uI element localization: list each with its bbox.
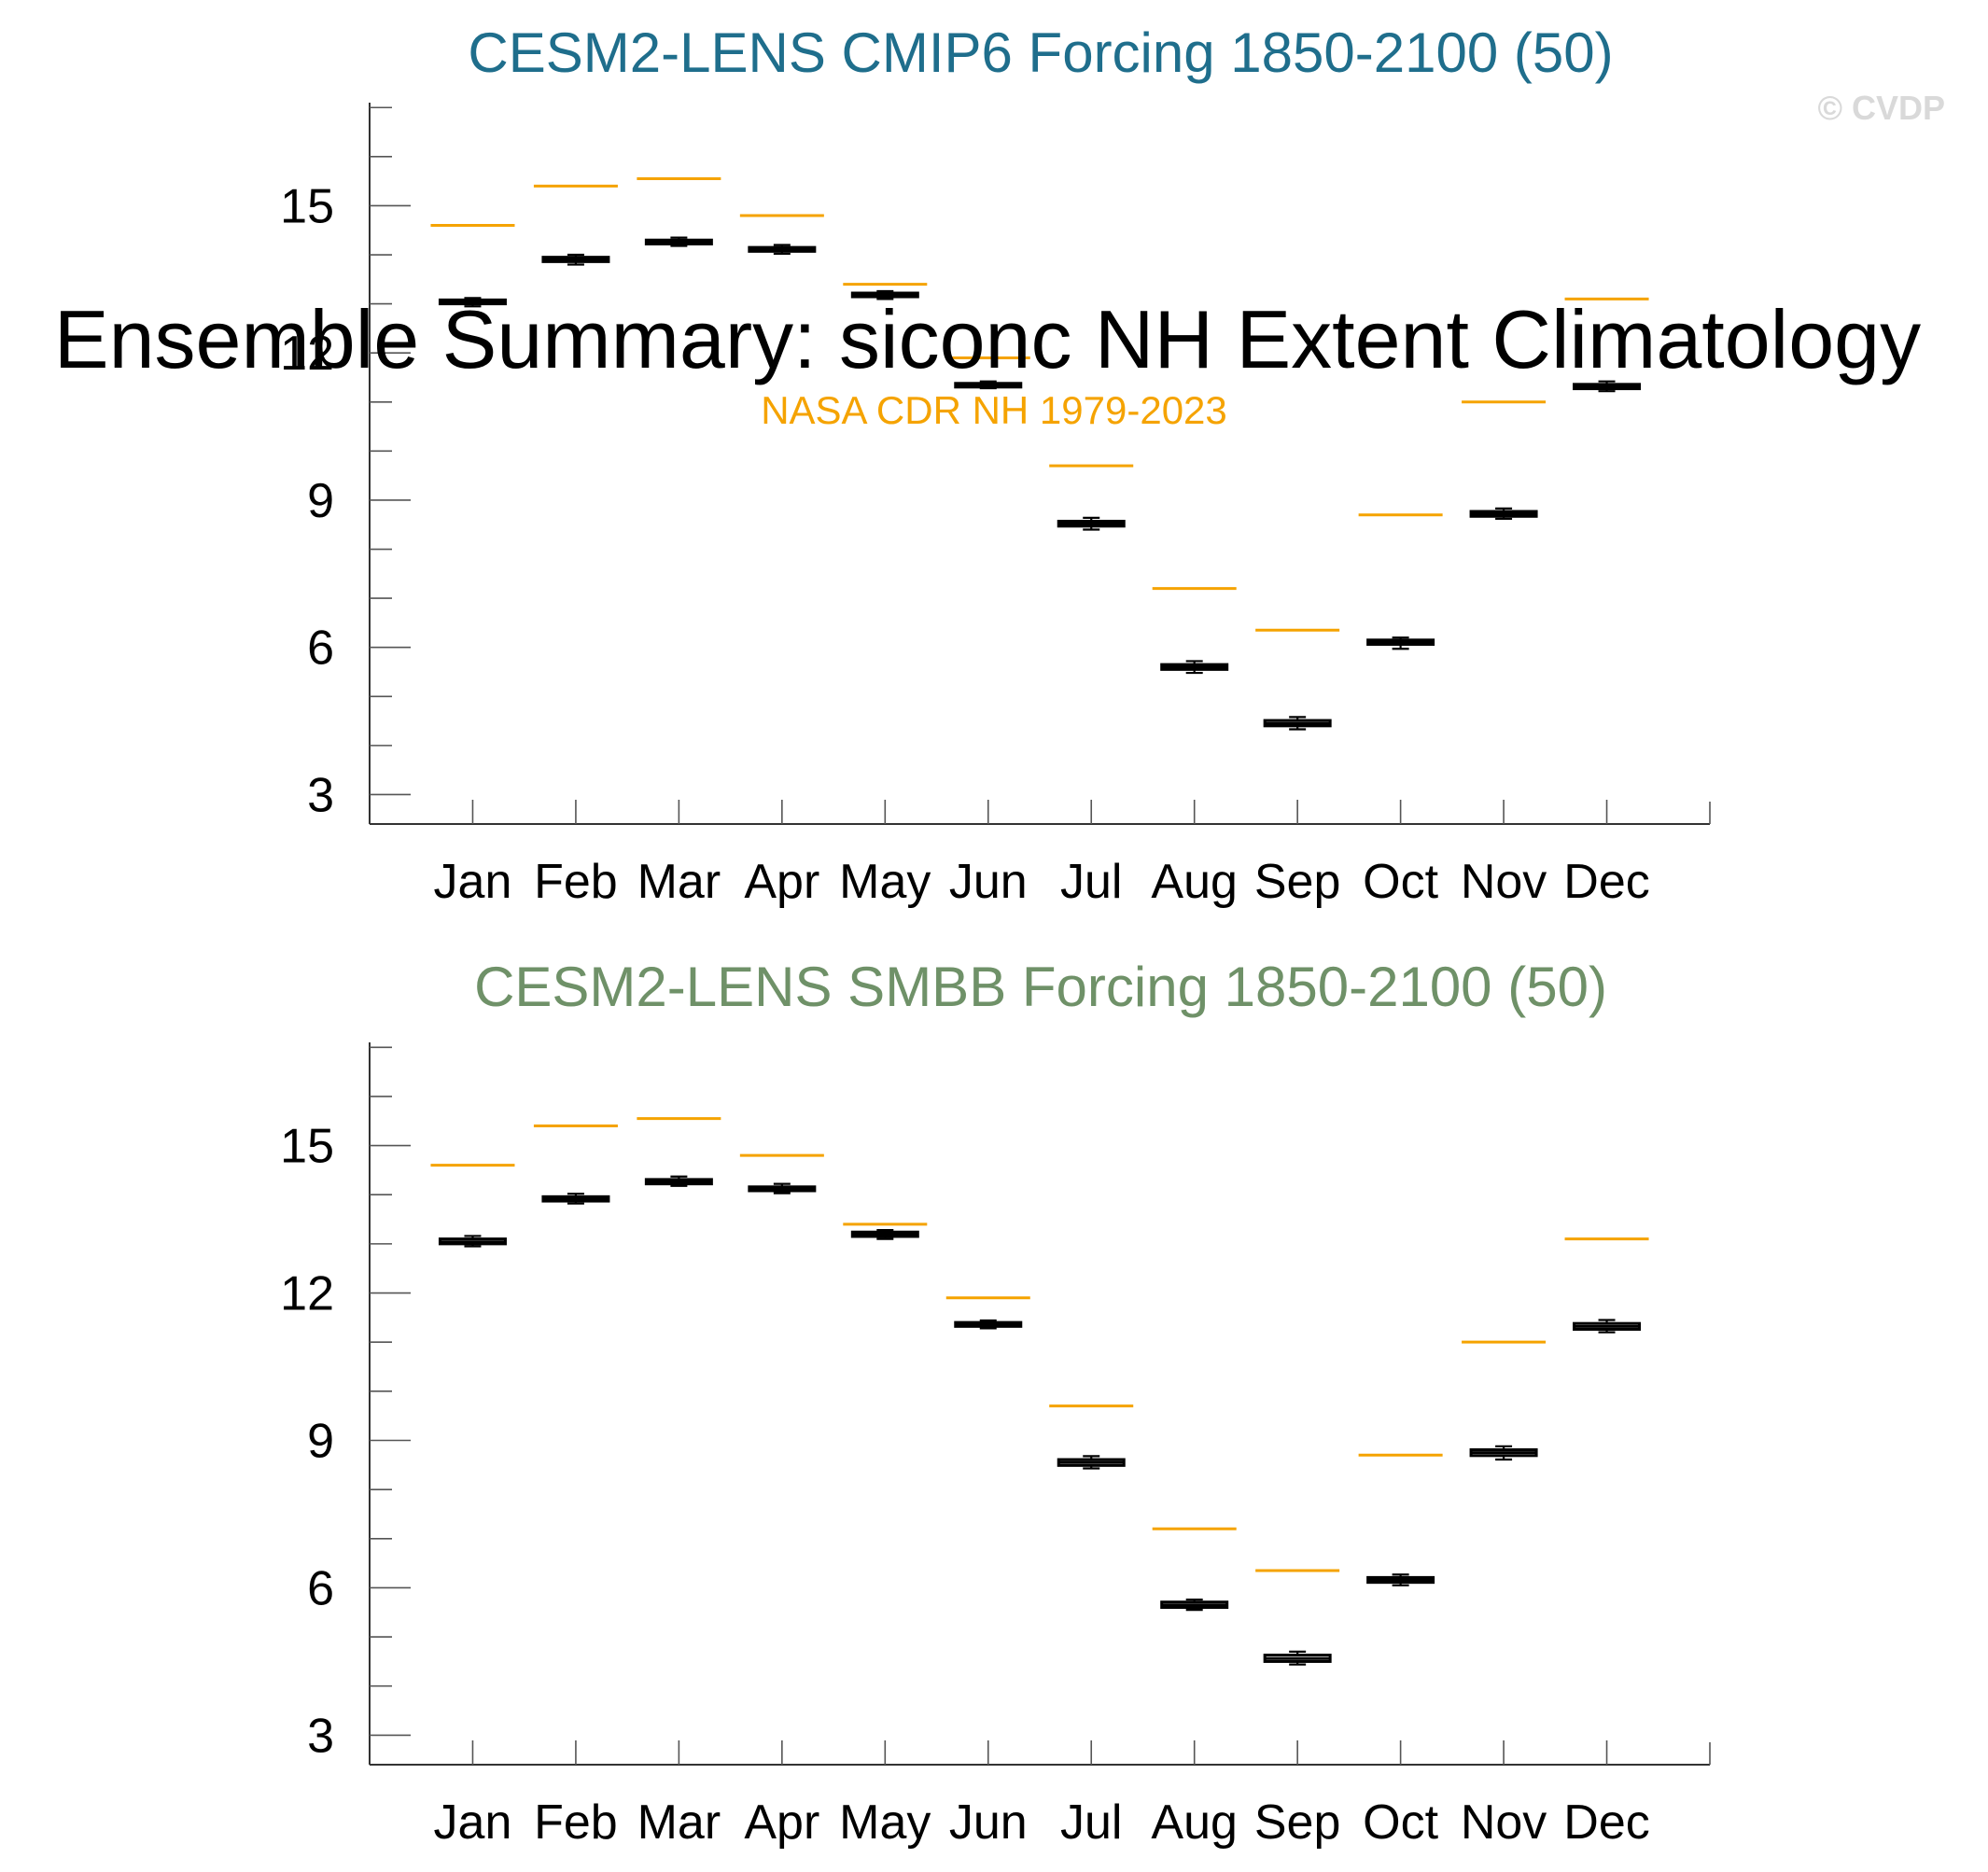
y-tick-label: 3 bbox=[307, 768, 334, 822]
x-tick-label-oct: Oct bbox=[1363, 1795, 1438, 1850]
x-tick-label-jul: Jul bbox=[1060, 1795, 1122, 1850]
x-tick-label-jun: Jun bbox=[949, 855, 1028, 909]
boxplot-apr bbox=[748, 1182, 817, 1194]
x-tick-label-may: May bbox=[839, 855, 931, 909]
panel-title-cmip6: CESM2-LENS CMIP6 Forcing 1850-2100 (50) bbox=[468, 21, 1613, 84]
boxplot-oct bbox=[1366, 1573, 1435, 1586]
boxplot-nov bbox=[1469, 507, 1538, 521]
x-tick-label-jan: Jan bbox=[434, 1795, 512, 1850]
boxplot-sep bbox=[1263, 716, 1332, 731]
x-tick-label-feb: Feb bbox=[534, 855, 618, 909]
figure-main-title: Ensemble Summary: siconc NH Extent Clima… bbox=[54, 293, 1921, 385]
boxplot-mar bbox=[644, 236, 713, 247]
boxplot-jul bbox=[1057, 1455, 1126, 1470]
x-tick-label-dec: Dec bbox=[1563, 855, 1649, 909]
x-tick-label-jun: Jun bbox=[949, 1795, 1028, 1850]
boxplot-aug bbox=[1160, 1598, 1229, 1612]
x-tick-label-mar: Mar bbox=[637, 855, 721, 909]
x-tick-label-sep: Sep bbox=[1254, 855, 1341, 909]
panel-smbb: CESM2-LENS SMBB Forcing 1850-2100 (50) 3… bbox=[280, 956, 1711, 1850]
x-tick-label-sep: Sep bbox=[1254, 1795, 1341, 1850]
x-tick-label-mar: Mar bbox=[637, 1795, 721, 1850]
boxplot-sep bbox=[1263, 1650, 1332, 1666]
boxplot-nov bbox=[1469, 1445, 1538, 1461]
boxplot-may bbox=[850, 289, 919, 300]
boxplot-jun bbox=[954, 380, 1023, 390]
boxplot-jan bbox=[438, 297, 507, 308]
panel-title-smbb: CESM2-LENS SMBB Forcing 1850-2100 (50) bbox=[474, 956, 1607, 1018]
x-tick-label-aug: Aug bbox=[1151, 855, 1238, 909]
x-tick-label-may: May bbox=[839, 1795, 931, 1850]
y-tick-label: 6 bbox=[307, 622, 334, 676]
boxplot-apr bbox=[748, 244, 817, 256]
boxplot-jan bbox=[438, 1235, 507, 1248]
boxplot-dec bbox=[1573, 1319, 1642, 1334]
boxplot-dec bbox=[1573, 380, 1642, 393]
plot-area-smbb: 3 6 9 12 15 Jan Feb Mar Apr May Jun Jul Aug Sep Oct Nov… bbox=[280, 1042, 1711, 1850]
y-tick-label: 9 bbox=[307, 474, 334, 528]
x-tick-label-oct: Oct bbox=[1363, 855, 1438, 909]
x-tick-label-apr: Apr bbox=[744, 855, 819, 909]
x-tick-label-feb: Feb bbox=[534, 1795, 618, 1850]
boxplot-oct bbox=[1366, 636, 1435, 650]
y-tick-label: 15 bbox=[280, 179, 334, 233]
y-tick-label: 12 bbox=[280, 327, 334, 381]
x-tick-label-aug: Aug bbox=[1151, 1795, 1238, 1850]
boxplot-jun bbox=[954, 1319, 1023, 1330]
boxplot-may bbox=[850, 1229, 919, 1240]
boxplot-feb bbox=[541, 253, 610, 266]
boxplot-mar bbox=[644, 1175, 713, 1187]
x-tick-label-jan: Jan bbox=[434, 855, 512, 909]
plot-area-cmip6: 3 6 9 12 15 Jan Feb Mar Apr May Jun Jul Aug Sep Oct Nov… bbox=[280, 103, 1711, 909]
boxplot-jul bbox=[1057, 516, 1126, 531]
x-tick-label-apr: Apr bbox=[744, 1795, 819, 1850]
boxplot-feb bbox=[541, 1193, 610, 1205]
y-tick-label: 6 bbox=[307, 1561, 334, 1615]
x-tick-label-dec: Dec bbox=[1563, 1795, 1649, 1850]
x-tick-label-nov: Nov bbox=[1461, 1795, 1547, 1850]
x-tick-label-nov: Nov bbox=[1461, 855, 1547, 909]
panel-cmip6: CESM2-LENS CMIP6 Forcing 1850-2100 (50) … bbox=[280, 21, 1711, 909]
boxplot-aug bbox=[1160, 660, 1229, 675]
cvdp-watermark: © CVDP bbox=[1817, 89, 1945, 127]
observation-title: NASA CDR NH 1979-2023 bbox=[761, 388, 1227, 432]
y-tick-label: 12 bbox=[280, 1267, 334, 1321]
y-tick-label: 15 bbox=[280, 1120, 334, 1174]
y-tick-label: 3 bbox=[307, 1709, 334, 1763]
y-tick-label: 9 bbox=[307, 1414, 334, 1468]
x-tick-label-jul: Jul bbox=[1060, 855, 1122, 909]
